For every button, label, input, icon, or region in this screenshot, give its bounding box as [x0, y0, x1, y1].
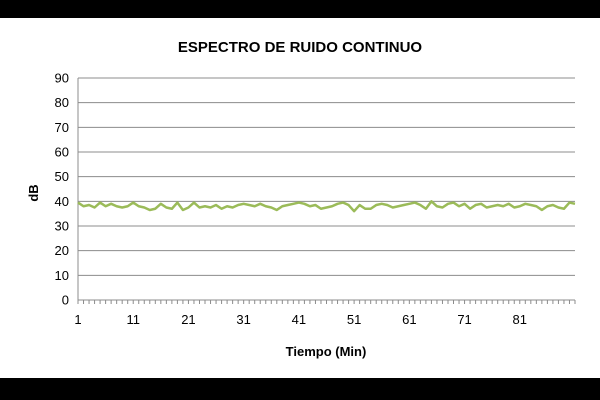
chart-title: ESPECTRO DE RUIDO CONTINUO	[178, 39, 423, 56]
y-tick-label: 40	[55, 194, 69, 209]
y-tick-label: 70	[55, 120, 69, 135]
y-tick-label: 20	[55, 243, 69, 258]
y-tick-label: 80	[55, 95, 69, 110]
x-tick-label: 11	[126, 312, 140, 327]
series-line	[77, 200, 576, 213]
chart-frame: ESPECTRO DE RUIDO CONTINUO 0 10 20 30 40 50 60…	[0, 18, 600, 378]
y-tick-label: 60	[55, 145, 69, 160]
x-tick-label: 21	[181, 312, 195, 327]
x-tick-labels: 1 11 21 31 41 51 61 71 81	[74, 312, 527, 327]
x-tick-label: 51	[347, 312, 361, 327]
y-tick-label: 0	[62, 293, 69, 308]
y-tick-labels: 0 10 20 30 40 50 60 70 80 90	[55, 71, 69, 308]
y-tick-label: 90	[55, 71, 69, 86]
y-axis-label: dB	[26, 184, 41, 201]
line-chart: ESPECTRO DE RUIDO CONTINUO 0 10 20 30 40 50 60…	[26, 39, 576, 359]
y-tick-label: 30	[55, 219, 69, 234]
x-tick-label: 61	[402, 312, 416, 327]
x-tick-label: 31	[236, 312, 250, 327]
gridlines	[78, 77, 575, 276]
x-tick-label: 41	[292, 312, 306, 327]
series-group	[77, 200, 576, 213]
y-tick-label: 50	[55, 169, 69, 184]
axes	[77, 78, 576, 304]
x-tick-label: 1	[74, 312, 81, 327]
x-tick-label: 71	[457, 312, 471, 327]
x-axis-label: Tiempo (Min)	[286, 344, 367, 359]
y-tick-label: 10	[55, 268, 69, 283]
x-tick-label: 81	[513, 312, 527, 327]
